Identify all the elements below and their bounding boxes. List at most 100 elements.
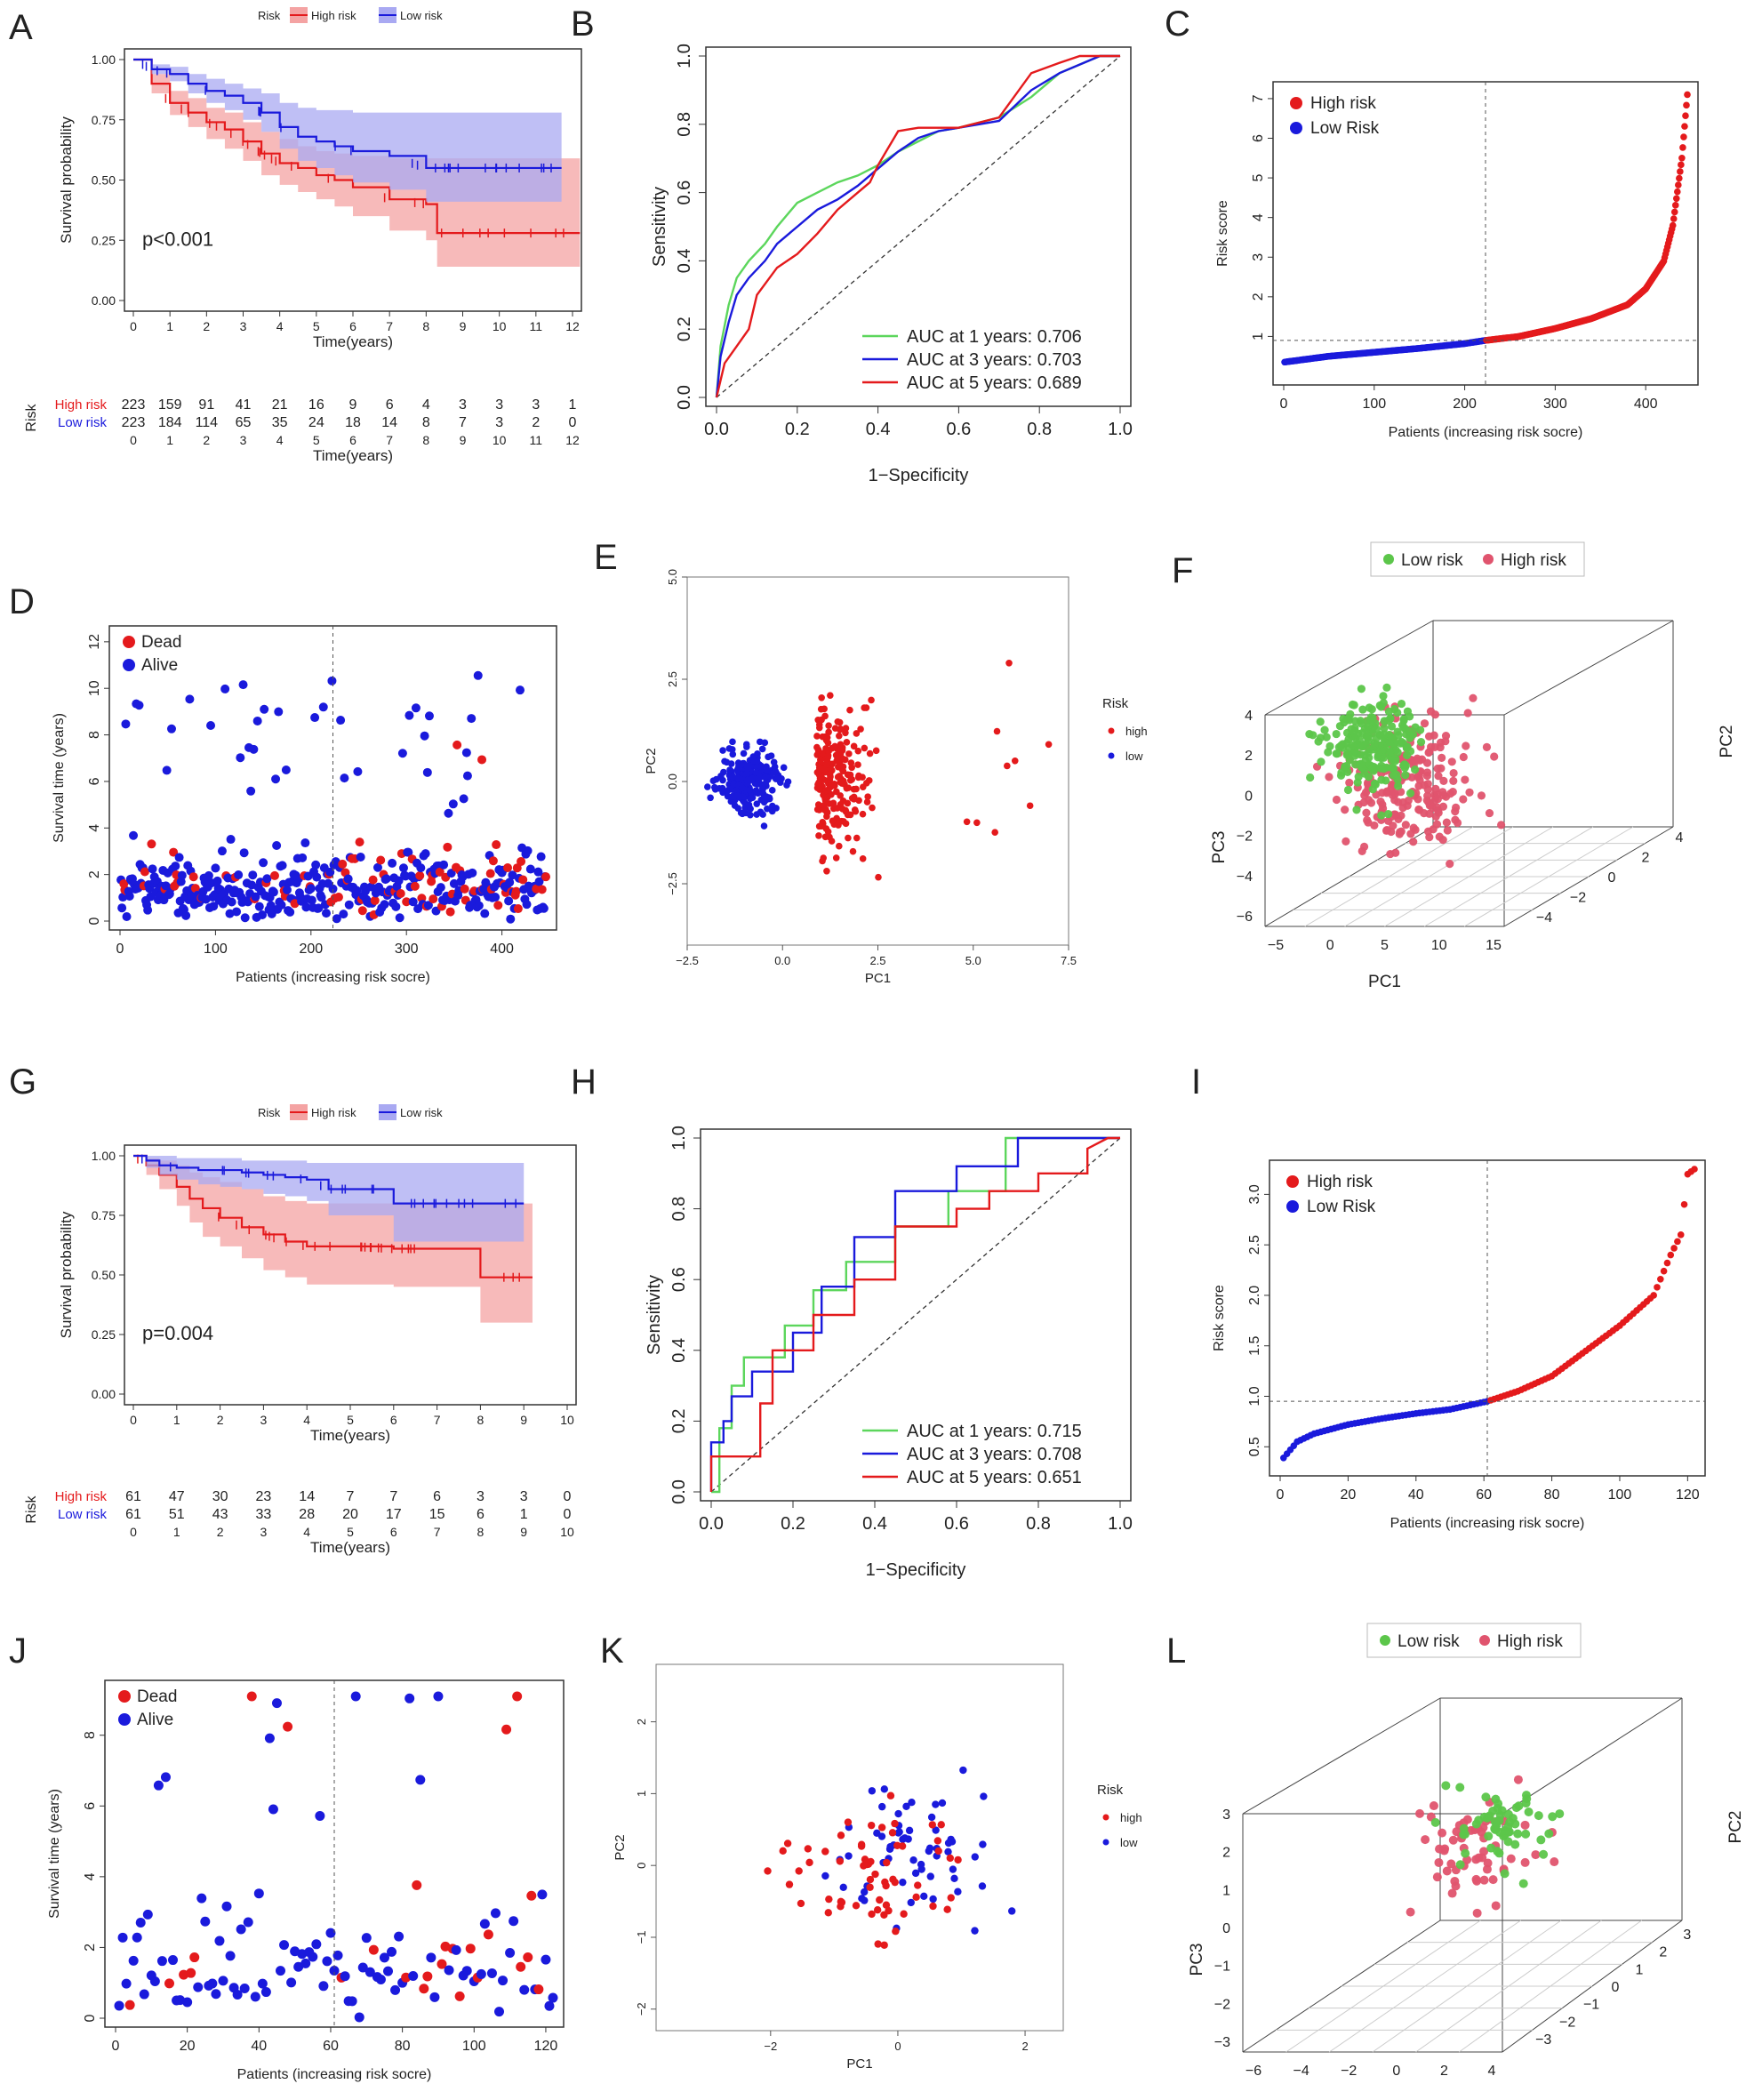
legend-label: High risk	[1310, 94, 1376, 113]
risk-table-row-label: Low risk	[58, 1507, 108, 1522]
x-tick-label: 0	[112, 2039, 120, 2054]
pca-point-high	[815, 724, 823, 732]
pca3d-point-high	[1423, 791, 1432, 800]
risk-table-cell: 30	[212, 1489, 228, 1504]
status-point-dead	[513, 904, 523, 914]
plot-frame	[655, 1663, 1064, 2032]
status-point-alive	[148, 864, 157, 874]
pca3d-point-high	[1422, 771, 1431, 781]
x-axis-label: Time(years)	[310, 1427, 390, 1444]
pca3d-point-low	[1536, 1835, 1546, 1845]
status-point-alive	[364, 1967, 375, 1977]
x-tick-label: 11	[530, 319, 543, 333]
pca3d-point-low	[1513, 1829, 1523, 1839]
pca-point-low	[760, 822, 768, 830]
pca3d-point-low	[1521, 1799, 1531, 1808]
survival-curve-low	[133, 58, 562, 170]
status-point-dead	[485, 869, 495, 878]
pca-point-low	[719, 776, 726, 784]
x-tick-label: 5	[313, 319, 320, 333]
risk-table-cell: 35	[272, 415, 288, 430]
risk-table-cell: 24	[308, 415, 324, 430]
risk-table-x-tick: 4	[303, 1525, 310, 1539]
x-tick-label: 2	[203, 319, 210, 333]
pca-point-low	[885, 1845, 894, 1853]
x-tick-label: 5	[347, 1413, 354, 1427]
y-tick-label: 2.5	[666, 671, 679, 687]
pca3d-point-high	[1438, 1828, 1447, 1838]
pca3d-point-low	[1344, 735, 1353, 744]
status-point-dead	[338, 859, 348, 869]
pca-point-high	[914, 1881, 922, 1889]
status-point-alive	[271, 1698, 282, 1709]
risk-table-x-tick: 8	[477, 1525, 485, 1539]
status-point-dead	[516, 1961, 526, 1972]
status-point-alive	[534, 877, 544, 886]
pca3d-point-low	[1377, 702, 1386, 711]
x-tick-label: 0.6	[944, 1514, 969, 1534]
status-point-alive	[394, 1931, 404, 1942]
plot-frame	[705, 46, 1132, 407]
pca3d-point-high	[1488, 1875, 1498, 1885]
pca3d-point-high	[1439, 790, 1448, 800]
x-tick-label: 0	[130, 319, 137, 333]
status-point-dead	[477, 755, 487, 765]
status-point-dead	[415, 870, 425, 880]
risk-table-cell: 16	[308, 397, 324, 413]
pca-point-low	[749, 794, 757, 801]
risk-table-x-tick: 5	[347, 1525, 354, 1539]
y-tick-label: 1.0	[675, 44, 694, 68]
status-point-alive	[166, 724, 176, 733]
pca-point-high	[883, 1858, 891, 1867]
x-tick-label: 0.8	[1026, 1514, 1051, 1534]
risk-table-cell: 6	[477, 1507, 485, 1522]
pca3d-point-low	[1510, 1819, 1520, 1829]
pca3d-point-low	[1539, 1849, 1549, 1859]
pca3d-point-high	[1401, 821, 1410, 830]
status-point-alive	[134, 701, 144, 710]
pca-point-high	[819, 733, 827, 741]
y-tick-label: −1	[635, 1931, 648, 1944]
status-point-alive	[476, 1968, 486, 1979]
y-tick-label: 5.0	[666, 569, 679, 585]
status-point-alive	[459, 794, 469, 804]
status-point-alive	[395, 913, 404, 923]
risk-table-x-tick: 1	[166, 433, 173, 447]
status-point-alive	[122, 911, 132, 921]
pca-point-high	[1004, 762, 1011, 770]
y-tick-label: 4	[87, 824, 102, 832]
legend-dot	[1102, 1814, 1109, 1821]
status-point-alive	[381, 874, 391, 884]
x-tick-label: 3	[260, 1413, 268, 1427]
pca3d-point-high	[1421, 1835, 1430, 1845]
risk-point	[1676, 174, 1683, 182]
pca-point-high	[993, 727, 1001, 735]
risk-table-cell: 184	[158, 415, 182, 430]
pca-point-low	[927, 1813, 936, 1822]
status-point-alive	[232, 1989, 243, 2000]
roc-plot-B: 0.0 0.2 0.4 0.6 0.8 1.0 0.0 0.2 0.4 0.6 0.8 1.0 1−Sp…	[650, 44, 1133, 485]
status-point-alive	[340, 773, 349, 783]
status-point-alive	[218, 1976, 228, 1986]
legend-dot	[1290, 97, 1302, 109]
y-axis-label: Sensitivity	[650, 187, 669, 267]
x-tick-label: −5	[1268, 938, 1284, 953]
pca-point-high	[891, 1819, 899, 1828]
pca-point-high	[822, 761, 830, 768]
x-tick-label: 120	[1676, 1487, 1700, 1503]
riskscore-plot-C: 0 100 200 300 400 1 2 3 4 5 6 7 Patients (increasing…	[1215, 81, 1699, 440]
x-axis-label: 1−Specificity	[869, 466, 969, 485]
status-point-dead	[518, 875, 528, 885]
pca3d-point-low	[1384, 707, 1394, 716]
pca-point-high	[824, 1909, 832, 1917]
pca-point-low	[719, 747, 726, 754]
risk-point	[1657, 1275, 1664, 1283]
pca3d-point-low	[1357, 759, 1366, 768]
status-point-alive	[311, 1939, 322, 1950]
status-point-dead	[355, 838, 364, 847]
status-point-alive	[372, 862, 382, 872]
risk-table-cell: 3	[532, 397, 540, 413]
y-tick-label: 4	[1245, 709, 1253, 724]
pca3d-point-high	[1332, 795, 1342, 805]
status-point-alive	[143, 905, 153, 915]
